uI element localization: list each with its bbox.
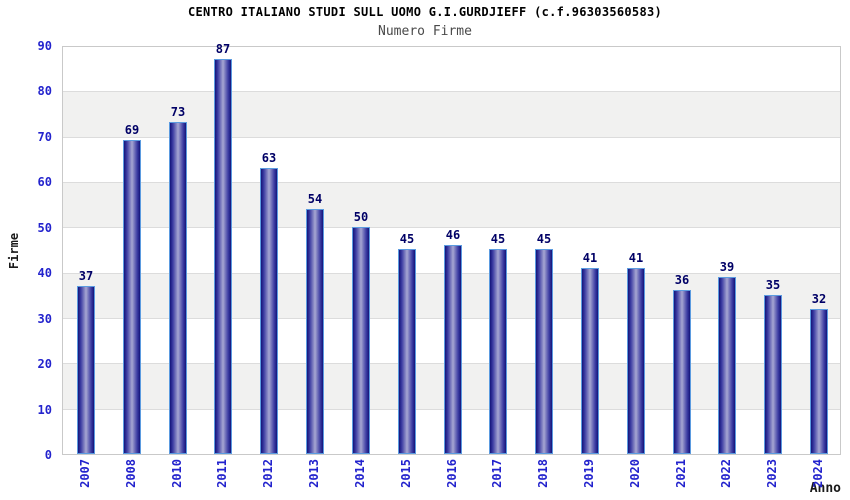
bar-value-label: 39: [719, 260, 735, 274]
bar-2011: [214, 59, 232, 454]
x-axis-label: 2013: [307, 459, 321, 488]
bar-value-label: 32: [811, 292, 827, 306]
y-axis-label: 50: [37, 221, 52, 235]
bar-value-label: 45: [536, 232, 552, 246]
chart-subtitle: Numero Firme: [378, 24, 472, 39]
bar-value-label: 73: [170, 105, 186, 119]
bar-value-label: 35: [765, 278, 781, 292]
x-axis-label: 2021: [674, 459, 688, 488]
bar-2019: [581, 268, 599, 454]
bar-2016: [444, 245, 462, 454]
grid-band: [63, 136, 840, 182]
bar-2008: [123, 140, 141, 454]
x-axis-label: 2023: [765, 459, 779, 488]
bar-2012: [260, 168, 278, 454]
bar-value-label: 46: [445, 228, 461, 242]
x-axis-label: 2007: [78, 459, 92, 488]
grid-band: [63, 227, 840, 272]
y-axis-label: 20: [37, 357, 52, 371]
x-axis-label: 2012: [261, 459, 275, 488]
y-axis-label: 10: [37, 403, 52, 417]
bar-value-label: 63: [261, 151, 277, 165]
bar-2021: [673, 290, 691, 454]
x-axis-label: 2017: [490, 459, 504, 488]
bar-value-label: 54: [307, 192, 323, 206]
plot-area: 37 69 73 87 63 54 50 45 46 45 45 41 41 36 39 35 32: [62, 42, 841, 455]
y-axis-label: 0: [44, 448, 52, 462]
bar-value-label: 87: [215, 42, 231, 56]
x-axis-label: 2022: [719, 459, 733, 488]
bar-2010: [169, 122, 187, 454]
x-axis-label: 2018: [536, 459, 550, 488]
x-axis-label: 2024: [811, 459, 825, 488]
y-axis-label: 40: [37, 266, 52, 280]
bar-value-label: 41: [628, 251, 644, 265]
bar-value-label: 45: [490, 232, 506, 246]
x-axis-label: 2019: [582, 459, 596, 488]
x-axis-label: 2020: [628, 459, 642, 488]
bar-2017: [489, 249, 507, 454]
bar-value-label: 41: [582, 251, 598, 265]
bar-value-label: 36: [674, 273, 690, 287]
grid-band: [63, 181, 840, 228]
bar-2007: [77, 286, 95, 454]
x-axis-label: 2008: [124, 459, 138, 488]
x-axis-label: 2010: [170, 459, 184, 488]
chart-title: CENTRO ITALIANO STUDI SULL UOMO G.I.GURD…: [187, 5, 663, 19]
bar-2024: [810, 309, 828, 454]
bar-2022: [718, 277, 736, 454]
bar-2023: [764, 295, 782, 454]
bar-value-label: 69: [124, 123, 140, 137]
bar-2020: [627, 268, 645, 454]
y-axis-label: 60: [37, 175, 52, 189]
x-axis-label: 2015: [399, 459, 413, 488]
y-axis-label: 30: [37, 312, 52, 326]
bar-value-label: 37: [78, 269, 94, 283]
bar-2013: [306, 209, 324, 454]
bar-value-label: 50: [353, 210, 369, 224]
y-axis-label: 90: [37, 39, 52, 53]
bar-2015: [398, 249, 416, 454]
bar-2018: [535, 249, 553, 454]
x-axis-label: 2014: [353, 459, 367, 488]
x-axis-title: Anno: [809, 481, 841, 496]
bar-value-label: 45: [399, 232, 415, 246]
x-axis-label: 2016: [445, 459, 459, 488]
grid-band: [63, 91, 840, 137]
y-axis-label: 80: [37, 84, 52, 98]
x-axis-label: 2011: [215, 459, 229, 488]
bar-2014: [352, 227, 370, 454]
y-axis-label: 70: [37, 130, 52, 144]
grid-band: [63, 47, 840, 91]
